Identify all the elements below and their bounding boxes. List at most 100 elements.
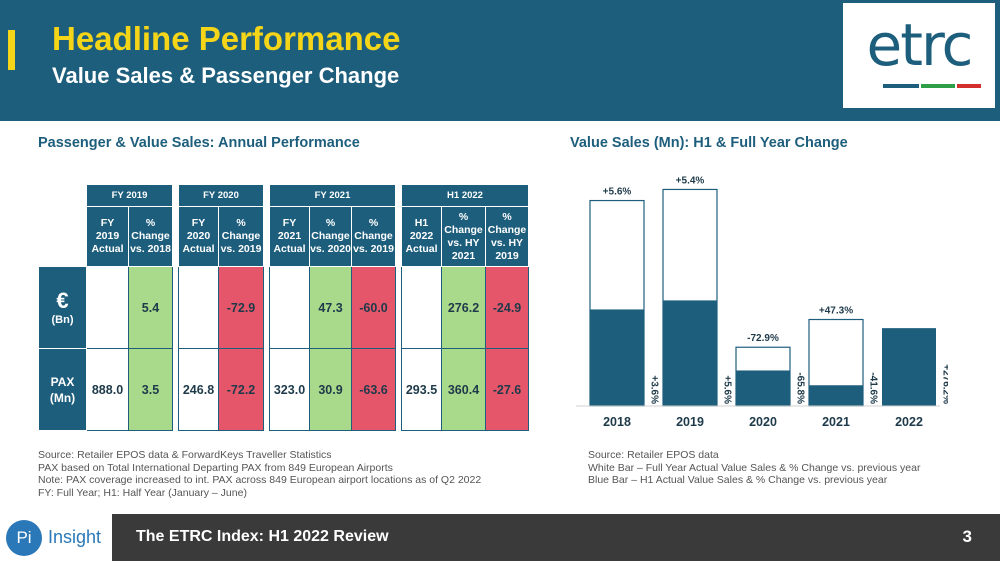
note-line: Source: Retailer EPOS data & ForwardKeys… (38, 449, 332, 461)
row-label-line: PAX (50, 374, 75, 389)
column-header-line: Change (221, 230, 261, 242)
x-tick-label: 2020 (749, 415, 777, 429)
table-cell (401, 266, 442, 349)
logo-stripe-blue (883, 84, 919, 88)
table-cell: 5.4 (128, 266, 173, 349)
note-line: Note: PAX coverage increased to int. PAX… (38, 474, 482, 487)
row-header-pax: PAX (Mn) (38, 348, 87, 431)
table-cell: 323.0 (269, 348, 310, 431)
footer-title: The ETRC Index: H1 2022 Review (136, 528, 389, 545)
note-line: Source: Retailer EPOS data (588, 449, 719, 461)
page-title: Headline Performance (52, 20, 401, 57)
column-header-line: Change (311, 230, 350, 242)
page-subtitle: Value Sales & Passenger Change (52, 63, 400, 88)
column-header: % Change vs. HY 2019 (484, 206, 530, 267)
chart-notes: Source: Retailer EPOS data White Bar – Fu… (588, 449, 920, 487)
brand-word: Insight (48, 527, 102, 547)
value-sales-chart: +5.6% +3.6% 2018 +5.4% +5.6% 2019 -72.9% -65.8%… (576, 175, 948, 429)
bar-label-h1: -65.8% (794, 372, 805, 404)
column-header-line: vs. 2018 (130, 243, 171, 255)
pi-insight-logo: Pi Insight (4, 518, 114, 558)
bar-h1 (663, 300, 717, 406)
row-header-euro: € (Bn) (38, 266, 87, 349)
column-header-line: 2021 (451, 249, 476, 262)
table-cell: 3.5 (128, 348, 173, 431)
etrc-logo: etrc (843, 3, 995, 108)
note-line: Blue Bar – H1 Actual Value Sales & % Cha… (588, 474, 888, 487)
column-header-line: Change (354, 230, 393, 242)
column-header-line: % (458, 210, 469, 223)
x-tick-label: 2018 (603, 415, 631, 429)
column-header-line: 2019 (95, 230, 120, 242)
table-cell: -72.9 (218, 266, 264, 349)
row-unit-label: (Bn) (51, 313, 74, 326)
table-cell: 246.8 (178, 348, 219, 431)
column-header-line: Change (131, 230, 170, 242)
note-line: PAX based on Total International Departi… (38, 461, 393, 474)
table-notes: Source: Retailer EPOS data & ForwardKeys… (38, 449, 481, 499)
column-header-line: vs. 2019 (220, 243, 262, 255)
table-row: PAX (Mn) 888.0 3.5 246.8 -72.2 323.0 30.9 -63.… (38, 348, 530, 431)
column-header: FY 2021 Actual (269, 206, 310, 267)
table-section-title: Passenger & Value Sales: Annual Performa… (38, 135, 360, 151)
column-header-line: Actual (182, 243, 215, 255)
x-tick-label: 2019 (676, 415, 704, 429)
column-header-line: % (236, 217, 246, 229)
column-header-line: vs. 2020 (310, 243, 351, 255)
column-header-line: % (325, 217, 336, 229)
pi-icon: Pi (6, 520, 42, 556)
column-header: FY 2020 Actual (178, 206, 219, 267)
column-header-line: Change (487, 223, 527, 236)
bar-h1 (590, 309, 644, 406)
logo-text: etrc (866, 11, 974, 79)
x-tick-label: 2022 (895, 415, 923, 429)
column-header: % Change vs. 2018 (128, 206, 173, 267)
column-header-line: FY (191, 217, 206, 229)
bar-label-h1: +276.2% (940, 364, 948, 404)
group-header: FY 2019 (86, 184, 173, 207)
column-header: % Change vs. 2020 (309, 206, 352, 267)
column-header-line: Actual (273, 243, 306, 255)
column-header-line: 2022 (409, 230, 434, 242)
column-header-line: 2019 (495, 249, 519, 262)
bar-label-full-year: -72.9% (747, 333, 779, 344)
note-line: White Bar – Full Year Actual Value Sales… (588, 461, 921, 474)
bar-label-h1: +5.6% (721, 375, 732, 404)
column-header-row: FY 2019 Actual% Change vs. 2018 FY 2020 Actual%… (39, 206, 530, 267)
group-header: H1 2022 (400, 184, 530, 207)
column-header: % Change vs. 2019 (218, 206, 264, 267)
row-label-line: (Mn) (49, 390, 76, 405)
column-header: FY 2019 Actual (86, 206, 129, 267)
table-cell (269, 266, 310, 349)
group-header-row: FY 2019 FY 2020 FY 2021 H1 2022 (39, 184, 530, 207)
title-accent-bar (8, 30, 15, 70)
column-header-line: vs. HY (447, 236, 480, 249)
column-header: H1 2022 Actual (401, 206, 442, 267)
logo-stripe-red (957, 84, 981, 88)
chart-section-title: Value Sales (Mn): H1 & Full Year Change (570, 135, 848, 151)
table-cell (178, 266, 219, 349)
logo-stripe-green (921, 84, 955, 88)
table-cell: -24.9 (484, 266, 530, 349)
column-header-line: % (502, 210, 512, 223)
column-header-line: vs. HY (490, 236, 524, 249)
column-header: % Change vs. HY 2021 (441, 206, 486, 267)
table-cell: 47.3 (309, 266, 352, 349)
table-cell: 888.0 (86, 348, 129, 431)
column-header-line: FY (100, 217, 115, 229)
group-header: FY 2020 (178, 184, 264, 207)
bar-label-h1: -41.6% (867, 372, 878, 404)
bar-h1 (882, 328, 936, 406)
column-header-line: 2020 (186, 230, 211, 242)
euro-symbol: € (56, 287, 69, 313)
bar-label-h1: +3.6% (648, 375, 659, 404)
column-header-line: Change (444, 223, 483, 236)
table-cell: -60.0 (351, 266, 396, 349)
bar-label-full-year: +5.4% (676, 175, 705, 186)
bar-h1 (809, 385, 863, 406)
column-header-line: Actual (91, 243, 124, 255)
note-line: FY: Full Year; H1: Half Year (January – … (38, 486, 247, 499)
table-cell: 30.9 (309, 348, 352, 431)
column-header-line: H1 (414, 217, 429, 229)
header-banner: Headline Performance Value Sales & Passe… (0, 0, 1000, 121)
